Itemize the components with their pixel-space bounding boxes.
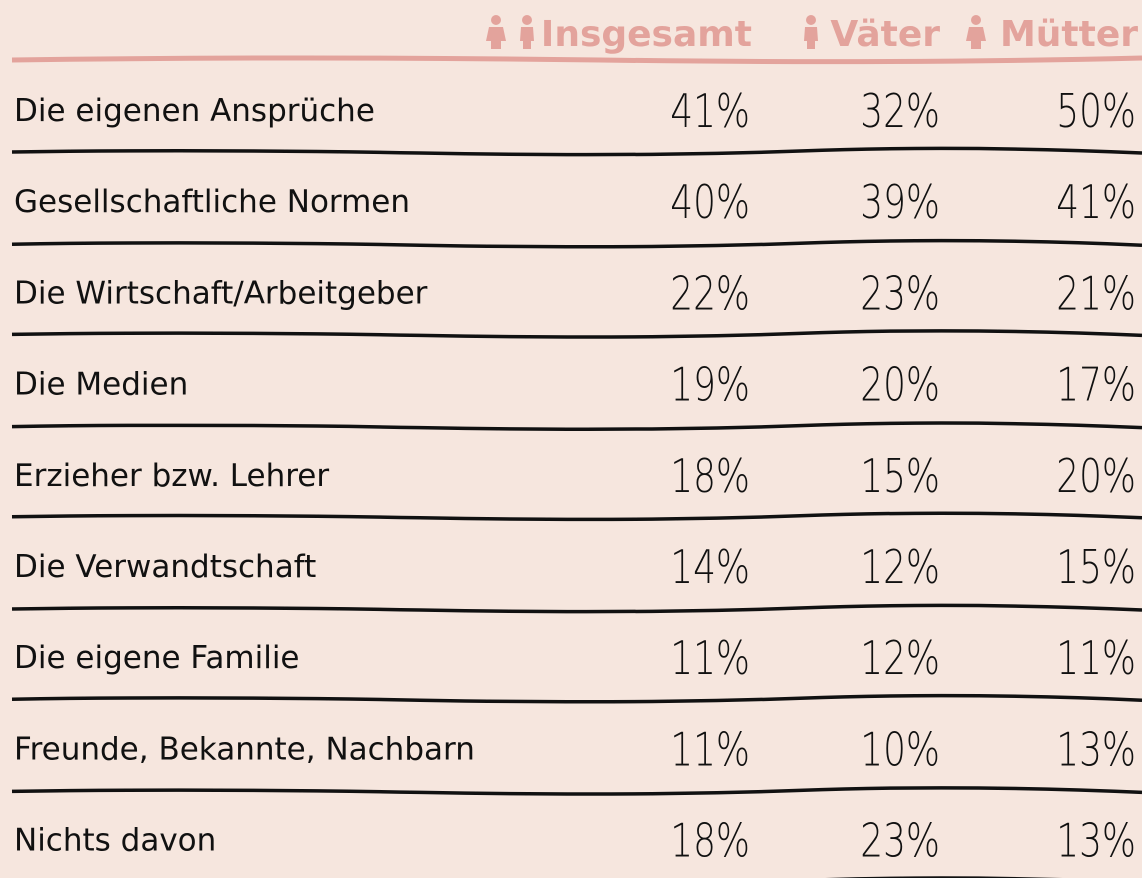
cell-value: 13% xyxy=(1056,814,1136,868)
cell-value: 17% xyxy=(1056,358,1136,412)
cell-value: 11% xyxy=(670,632,750,686)
row-label: Die Medien xyxy=(14,367,188,403)
column-header: Insgesamt xyxy=(541,14,752,55)
row-label: Freunde, Bekannte, Nachbarn xyxy=(14,731,475,767)
row-label: Die eigene Familie xyxy=(14,640,300,676)
header-rule xyxy=(11,55,1142,65)
cell-value: 39% xyxy=(860,176,940,230)
row-label: Gesellschaftliche Normen xyxy=(14,184,410,220)
row-label: Nichts davon xyxy=(14,823,216,859)
cell-value: 18% xyxy=(670,449,750,503)
cell-value: 21% xyxy=(1056,267,1136,321)
cell-value: 20% xyxy=(1056,449,1136,503)
cell-value: 41% xyxy=(1056,176,1136,230)
cell-value: 10% xyxy=(860,723,940,777)
cell-value: 11% xyxy=(670,723,750,777)
row-rule xyxy=(11,511,1142,522)
row-label: Die eigenen Ansprüche xyxy=(14,93,375,129)
row-rule xyxy=(11,603,1142,614)
cell-value: 14% xyxy=(670,541,750,595)
row-label: Erzieher bzw. Lehrer xyxy=(14,458,329,494)
cell-value: 20% xyxy=(860,358,940,412)
cell-value: 12% xyxy=(860,632,940,686)
cell-value: 11% xyxy=(1056,632,1136,686)
cell-value: 23% xyxy=(860,814,940,868)
cell-value: 50% xyxy=(1056,85,1136,139)
cell-value: 18% xyxy=(670,814,750,868)
cell-value: 23% xyxy=(860,267,940,321)
row-rule xyxy=(11,421,1142,431)
icon-both xyxy=(486,15,534,49)
row-rule xyxy=(11,786,1142,796)
icon-father xyxy=(804,15,818,49)
cell-value: 15% xyxy=(860,449,940,503)
cell-value: 40% xyxy=(670,176,750,230)
column-header: Väter xyxy=(830,14,940,55)
row-label: Die Wirtschaft/Arbeitgeber xyxy=(14,275,428,311)
row-rule xyxy=(11,238,1142,249)
row-label: Die Verwandtschaft xyxy=(14,549,316,585)
row-rule xyxy=(11,693,1142,704)
column-header: Mütter xyxy=(1000,14,1138,55)
row-rule xyxy=(11,329,1142,339)
cell-value: 13% xyxy=(1056,723,1136,777)
cell-value: 22% xyxy=(670,267,750,321)
cell-value: 15% xyxy=(1056,541,1136,595)
cell-value: 32% xyxy=(860,85,940,139)
cell-value: 19% xyxy=(670,358,750,412)
cell-value: 41% xyxy=(670,85,750,139)
cell-value: 12% xyxy=(860,541,940,595)
row-rule xyxy=(11,146,1142,157)
icon-mother xyxy=(966,15,986,49)
